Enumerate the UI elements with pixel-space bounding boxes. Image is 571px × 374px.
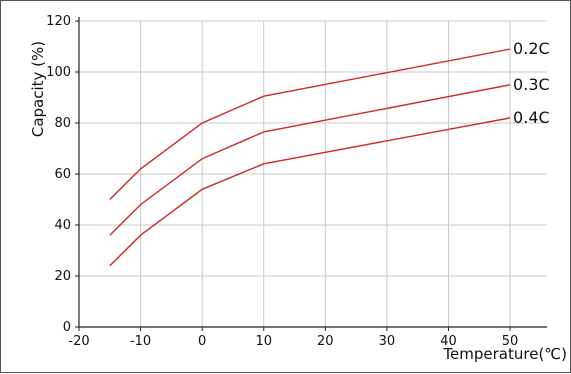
x-axis-title: Temperature(℃) xyxy=(442,345,567,363)
x-tick-label: 0 xyxy=(198,334,206,349)
series-label: 0.2C xyxy=(513,39,550,58)
x-tick-label: 50 xyxy=(502,334,519,349)
x-tick-label: 30 xyxy=(379,334,396,349)
y-tick-label: 120 xyxy=(46,14,71,29)
series-label: 0.4C xyxy=(513,108,550,127)
y-axis-title: Capacity (%) xyxy=(29,41,47,137)
series-line-0.2C xyxy=(109,48,511,200)
x-tick-label: 20 xyxy=(317,334,334,349)
series-labels: 0.2C 0.3C 0.4C xyxy=(513,39,550,127)
y-tick-label: 60 xyxy=(54,167,71,182)
series-lines xyxy=(109,48,511,267)
grid xyxy=(79,20,547,327)
axes xyxy=(75,17,547,331)
y-tick-label: 40 xyxy=(54,218,71,233)
y-tick-label: 20 xyxy=(54,269,71,284)
tick-labels: 0 20 40 60 80 100 120 -20 -10 0 10 20 30 40 50 xyxy=(46,14,518,349)
y-tick-label: 80 xyxy=(54,116,71,131)
series-label: 0.3C xyxy=(513,75,550,94)
x-tick-label: -10 xyxy=(130,334,151,349)
x-tick-label: 10 xyxy=(255,334,272,349)
x-tick-label: -20 xyxy=(68,334,89,349)
y-tick-label: 100 xyxy=(46,65,71,80)
y-tick-label: 0 xyxy=(63,320,71,335)
series-line-0.3C xyxy=(109,84,511,236)
series-line-0.4C xyxy=(109,117,511,267)
x-tick-label: 40 xyxy=(440,334,457,349)
